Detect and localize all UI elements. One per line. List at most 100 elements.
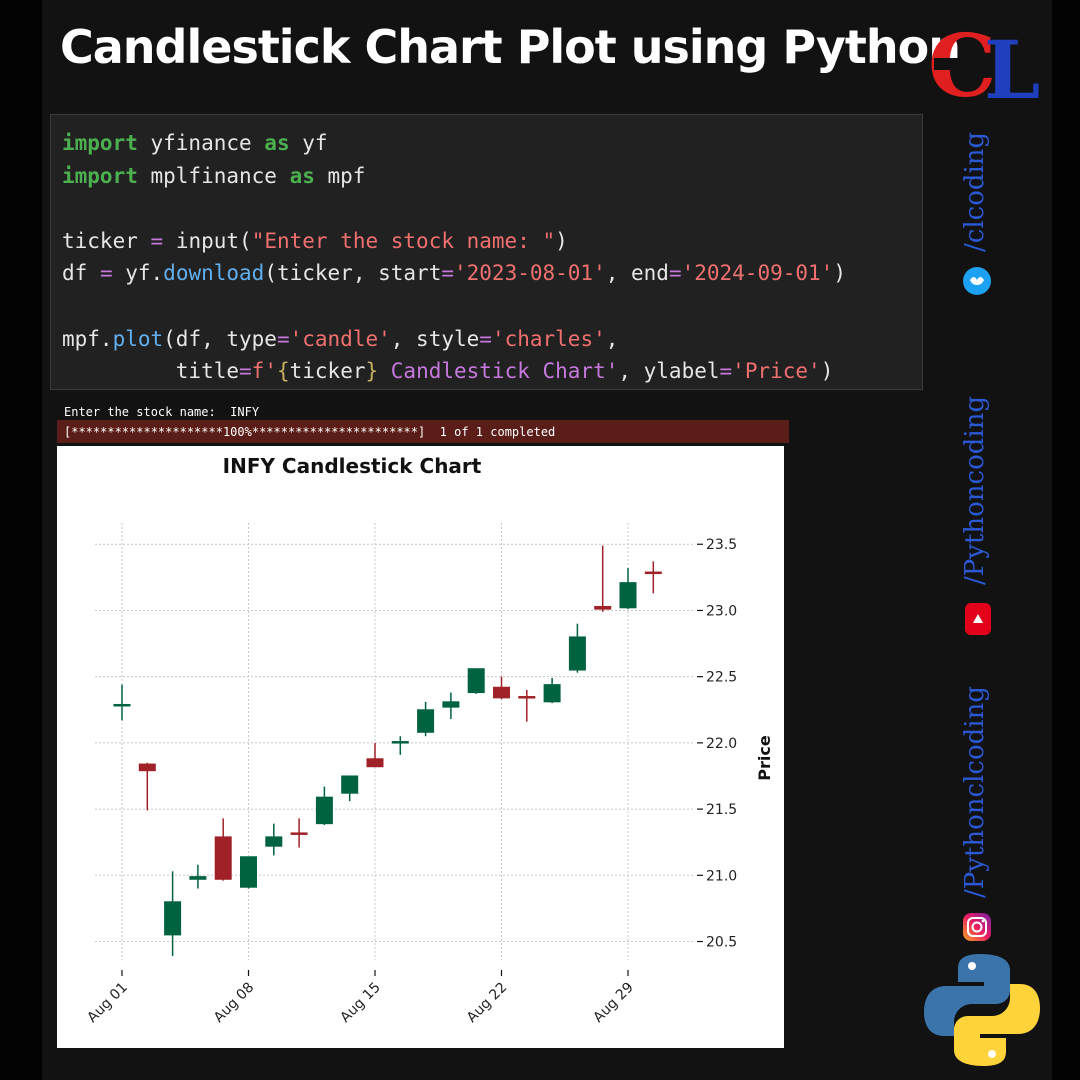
y-tick-label: 21.5 — [706, 802, 737, 818]
sidebar-link-clcoding[interactable]: /clcoding — [960, 131, 990, 252]
code-token: = — [239, 359, 252, 384]
sidebar-link-pythoncoding[interactable]: /Pythoncoding — [960, 395, 990, 585]
candle-body — [341, 775, 359, 794]
x-tick-label: Aug 15 — [337, 980, 383, 1026]
code-token: { — [276, 359, 290, 384]
candle-body — [568, 636, 586, 671]
code-token: , — [605, 326, 619, 351]
code-token: 'charles' — [491, 326, 606, 351]
page-title: Candlestick Chart Plot using Python — [60, 20, 961, 74]
code-token: ) — [555, 228, 568, 253]
code-line: df = yf.download(ticker, start='2023-08-… — [62, 257, 922, 290]
code-token: , end — [605, 261, 669, 286]
candle-body — [138, 763, 156, 772]
candle-body — [594, 605, 612, 610]
code-line — [62, 290, 922, 323]
y-tick-label: 23.5 — [706, 537, 737, 553]
y-tick-label: 21.0 — [706, 868, 737, 884]
code-token: = — [719, 359, 733, 384]
youtube-icon[interactable] — [964, 602, 992, 636]
candle-body — [518, 696, 536, 699]
code-token: } — [365, 359, 379, 384]
code-token: yfinance — [137, 131, 265, 155]
code-line: ticker = input("Enter the stock name: ") — [62, 225, 922, 258]
code-line: mpf.plot(df, type='candle', style='charl… — [62, 323, 922, 356]
candle-body — [189, 876, 207, 880]
code-token: 'candle' — [289, 326, 391, 351]
candle-body — [391, 741, 409, 744]
code-token: mpf. — [62, 326, 113, 351]
code-token: as — [264, 131, 290, 155]
terminal-prompt: Enter the stock name: INFY — [64, 405, 260, 419]
candle-body — [113, 703, 131, 707]
code-token: "Enter the stock name: " — [251, 228, 556, 253]
candle-body — [265, 836, 283, 847]
svg-text:L: L — [984, 24, 1040, 102]
code-token: ) — [833, 261, 846, 286]
code-token: import — [62, 131, 138, 155]
code-token: = — [276, 326, 290, 351]
progress-bar: [*********************100%**************… — [57, 420, 789, 443]
candle-body — [366, 758, 384, 768]
code-token: import — [62, 163, 138, 188]
x-tick-label: Aug 29 — [590, 980, 636, 1026]
code-token: as — [289, 163, 315, 188]
code-token: df — [62, 261, 100, 286]
code-line: import mplfinance as mpf — [62, 160, 922, 193]
code-line — [62, 192, 922, 225]
candle-body — [214, 836, 232, 880]
code-token: ) — [820, 359, 834, 384]
code-token: '2023-08-01' — [454, 261, 606, 286]
code-line: title=f'{ticker} Candlestick Chart', yla… — [62, 355, 922, 388]
terminal-output: Enter the stock name: INFY [************… — [57, 398, 789, 448]
candle-body — [467, 668, 485, 694]
candle-body — [417, 709, 435, 733]
code-token: download — [163, 261, 265, 286]
code-token: '2024-09-01' — [681, 261, 834, 286]
code-token: (ticker, start — [264, 261, 442, 286]
candle-body — [543, 684, 561, 703]
code-token: Candlestick Chart' — [378, 359, 619, 384]
code-token: = — [99, 261, 113, 286]
x-tick-label: Aug 08 — [211, 980, 257, 1026]
code-token: = — [479, 326, 492, 351]
chart-panel: INFY Candlestick Chart 20.5 21.0 21.5 22.0 22… — [57, 446, 784, 1048]
x-tick-label: Aug 22 — [464, 980, 510, 1026]
code-token: 'Price' — [732, 359, 821, 384]
bluesky-icon[interactable] — [962, 266, 992, 296]
code-token: mplfinance — [137, 163, 290, 188]
code-token: ticker — [289, 359, 366, 384]
code-line: import yfinance as yf — [62, 127, 922, 160]
clcoding-logo: C L — [928, 24, 1040, 102]
y-axis-label: Price — [755, 735, 774, 781]
code-token: , style — [390, 326, 480, 351]
code-token: , ylabel — [618, 359, 720, 384]
sidebar-link-pythonclcoding[interactable]: /Pythonclcoding — [960, 686, 990, 898]
code-token: input( — [163, 228, 252, 253]
candle-body — [290, 832, 308, 835]
code-token: mpf — [314, 163, 366, 188]
y-tick-label: 22.5 — [706, 670, 737, 686]
code-token: (df, type — [163, 326, 277, 351]
code-token: f' — [251, 359, 277, 384]
candle-body — [315, 796, 333, 825]
candle-body — [644, 571, 662, 575]
x-tick-label: Aug 01 — [84, 980, 130, 1026]
python-logo-icon — [924, 954, 1040, 1066]
candle-body — [164, 901, 182, 936]
instagram-icon[interactable] — [962, 912, 992, 942]
y-tick-label: 22.0 — [706, 736, 737, 752]
candle-body — [442, 701, 460, 708]
progress-text: [*********************100%**************… — [64, 425, 556, 439]
code-token: yf. — [112, 261, 164, 286]
chart-title: INFY Candlestick Chart — [223, 454, 482, 478]
code-block: import yfinance as yf import mplfinance a… — [50, 114, 923, 390]
code-token: = — [668, 261, 682, 286]
candle-body — [240, 856, 257, 888]
candle-body — [619, 582, 637, 609]
code-token: = — [150, 228, 164, 253]
candle-body — [493, 686, 510, 699]
code-token: = — [441, 261, 454, 286]
y-tick-label: 20.5 — [706, 935, 737, 951]
code-token: plot — [112, 326, 164, 351]
